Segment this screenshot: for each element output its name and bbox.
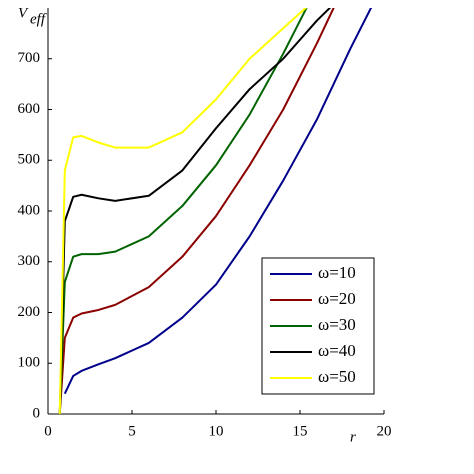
y-tick-label: 0 <box>33 405 41 421</box>
line-series <box>63 8 373 395</box>
legend-label: ω=10 <box>318 263 356 282</box>
legend-label: ω=40 <box>318 341 356 360</box>
line-series <box>58 8 335 414</box>
y-axis-label: V <box>18 5 29 21</box>
x-tick-label: 20 <box>377 423 392 439</box>
y-tick-label: 600 <box>18 101 41 117</box>
x-tick-label: 5 <box>128 423 136 439</box>
legend: ω=10 ω=20 ω=30 ω=40 ω=50 <box>261 257 375 395</box>
plot-area <box>58 8 373 414</box>
y-tick-label: 500 <box>18 152 41 168</box>
y-axis-label-sub: eff <box>30 11 47 27</box>
y-tick-label: 200 <box>18 304 41 320</box>
y-tick-label: 400 <box>18 202 41 218</box>
legend-label: ω=50 <box>318 367 356 386</box>
line-series <box>58 8 308 414</box>
y-tick-label: 300 <box>18 253 41 269</box>
y-tick-label: 700 <box>18 50 41 66</box>
x-tick-label: 10 <box>209 423 224 439</box>
x-axis-label: r <box>350 429 356 445</box>
y-tick-label: 100 <box>18 355 41 371</box>
legend-label: ω=30 <box>318 315 356 334</box>
x-tick-label: 15 <box>293 423 308 439</box>
legend-label: ω=20 <box>318 289 356 308</box>
line-series <box>58 8 308 414</box>
line-series <box>58 8 332 414</box>
x-tick-label: 0 <box>44 423 52 439</box>
